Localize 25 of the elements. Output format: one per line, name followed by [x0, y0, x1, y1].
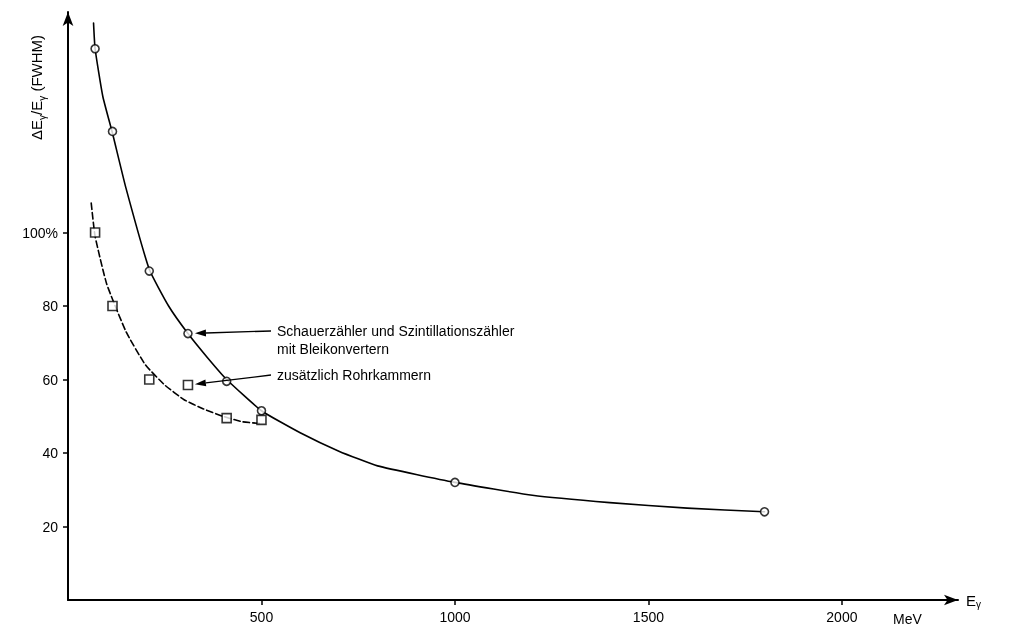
point — [182, 379, 194, 391]
legend-label: zusätzlich Rohrkammern — [277, 367, 432, 383]
text: MeV — [893, 611, 923, 627]
y-tick-label: 60 — [42, 371, 59, 388]
point — [759, 507, 770, 517]
point — [256, 414, 267, 426]
point — [256, 405, 267, 416]
y-tick-label: 40 — [42, 445, 59, 461]
x-tick-label: 1000 — [439, 609, 471, 625]
x-tick-label: 2000 — [826, 609, 858, 625]
point — [221, 412, 232, 424]
y-tick-label: 80 — [42, 298, 59, 314]
point — [90, 43, 100, 54]
point — [107, 300, 118, 312]
y-tick-label: 100% — [22, 224, 58, 241]
point — [107, 126, 118, 137]
point — [183, 328, 193, 339]
point — [450, 477, 460, 488]
x-tick-label: 500 — [249, 609, 274, 625]
point — [89, 227, 101, 238]
point — [143, 374, 155, 385]
legend-label: Schauerzähler und Szintillationszähler mit Bleikonvertern — [277, 323, 519, 357]
x-tick-label: 1500 — [632, 609, 665, 625]
point — [144, 266, 155, 276]
y-tick-label: 20 — [42, 518, 59, 535]
